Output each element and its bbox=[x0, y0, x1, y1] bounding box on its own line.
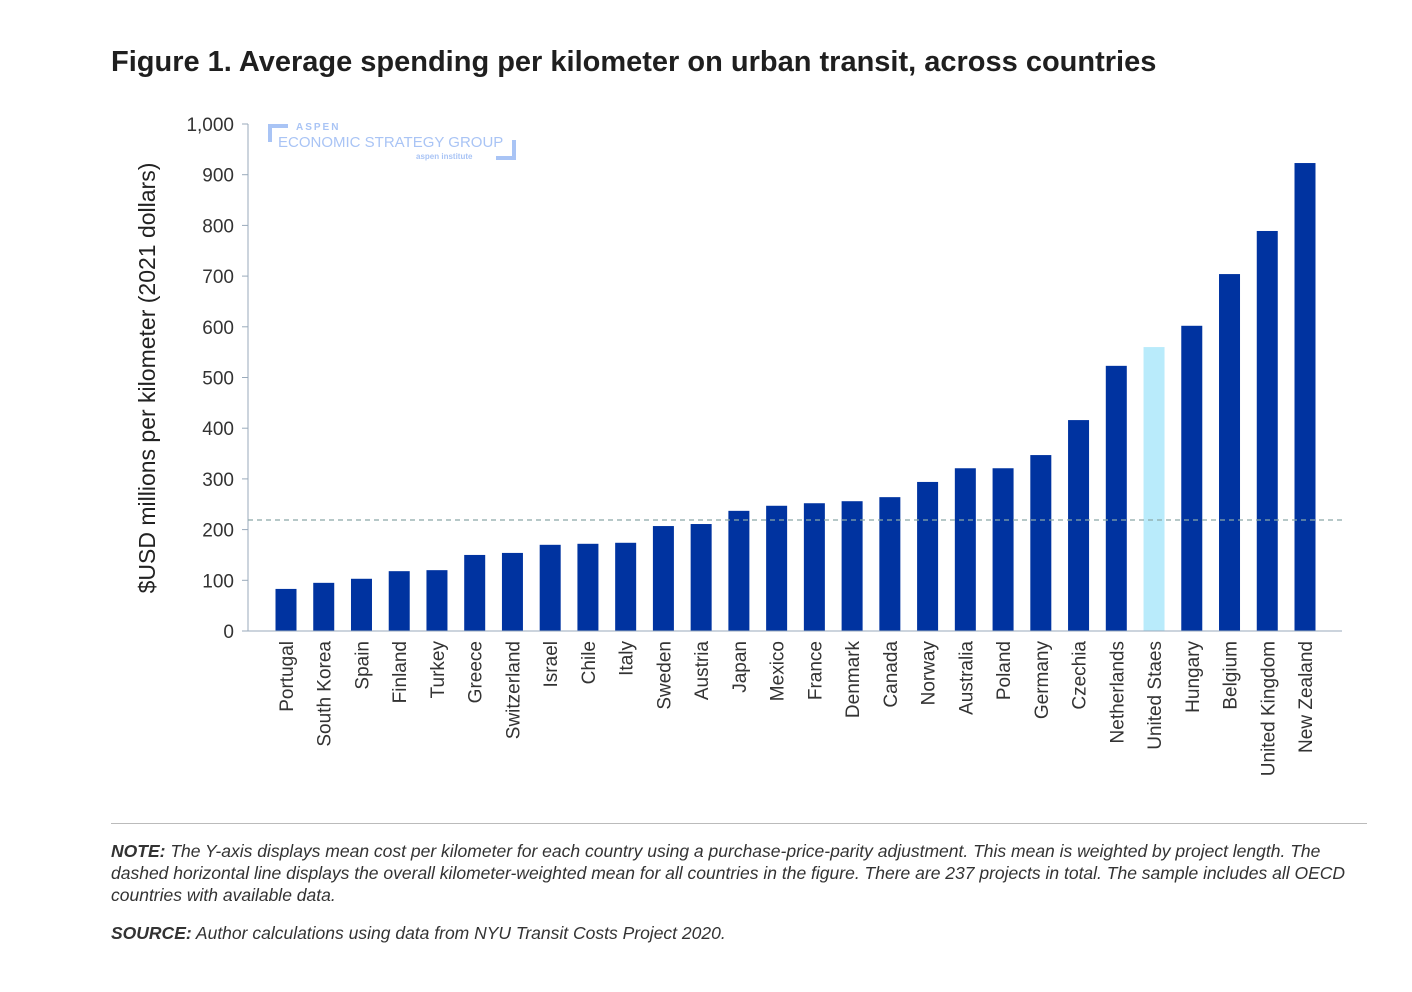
logo-bracket-icon: ASPEN ECONOMIC STRATEGY GROUP aspen inst… bbox=[268, 122, 516, 161]
x-tick-label: Chile bbox=[579, 641, 600, 684]
x-tick-label: Japan bbox=[730, 641, 751, 693]
x-tick-label: Canada bbox=[881, 641, 902, 708]
y-tick-label: 700 bbox=[202, 267, 234, 288]
x-tick-label: Denmark bbox=[843, 641, 864, 719]
bar-spain bbox=[350, 578, 372, 631]
logo-sub: aspen institute bbox=[416, 152, 473, 161]
note-label: NOTE: bbox=[111, 841, 166, 861]
y-tick-label: 500 bbox=[202, 369, 234, 390]
bar-south-korea bbox=[313, 582, 335, 631]
y-tick-label: 100 bbox=[202, 571, 234, 592]
x-tick-label: Mexico bbox=[768, 641, 789, 701]
x-tick-label: Austria bbox=[692, 641, 713, 701]
bar-germany bbox=[1030, 455, 1052, 631]
bar-israel bbox=[539, 544, 561, 631]
y-tick-label: 200 bbox=[202, 521, 234, 542]
source-text: Author calculations using data from NYU … bbox=[191, 923, 726, 943]
y-tick-label: 400 bbox=[202, 419, 234, 440]
bar-greece bbox=[464, 554, 486, 631]
source: SOURCE: Author calculations using data f… bbox=[111, 923, 726, 944]
x-tick-label: New Zealand bbox=[1296, 641, 1317, 753]
y-tick-label: 300 bbox=[202, 470, 234, 491]
y-tick-label: 600 bbox=[202, 318, 234, 339]
x-tick-label: Portugal bbox=[277, 641, 298, 712]
x-tick-label: Czechia bbox=[1070, 641, 1091, 710]
x-tick-label: Poland bbox=[994, 641, 1015, 700]
bar-chart: $USD millions per kilometer (2021 dollar… bbox=[134, 115, 1342, 777]
x-tick-label: Germany bbox=[1032, 641, 1053, 720]
x-tick-label: Turkey bbox=[428, 641, 449, 699]
bar-belgium bbox=[1219, 274, 1241, 631]
bar-switzerland bbox=[501, 552, 523, 631]
source-label: SOURCE: bbox=[111, 923, 192, 943]
x-tick-label: United Kingdom bbox=[1258, 641, 1279, 776]
bar-new-zealand bbox=[1294, 163, 1316, 631]
x-tick-label: Belgium bbox=[1221, 641, 1242, 710]
aspen-logo-watermark: ASPEN ECONOMIC STRATEGY GROUP aspen inst… bbox=[266, 120, 518, 162]
x-tick-label: Spain bbox=[352, 641, 373, 690]
x-tick-label: United Staes bbox=[1145, 641, 1166, 750]
x-tick-label: Switzerland bbox=[503, 641, 524, 739]
note-text: The Y-axis displays mean cost per kilome… bbox=[111, 841, 1346, 905]
logo-main: ECONOMIC STRATEGY GROUP bbox=[278, 134, 503, 151]
y-tick-label: 0 bbox=[223, 622, 234, 643]
bar-sweden bbox=[652, 526, 674, 631]
divider bbox=[111, 823, 1367, 824]
y-tick-label: 900 bbox=[202, 166, 234, 187]
bar-hungary bbox=[1181, 325, 1203, 631]
bar-italy bbox=[615, 542, 637, 631]
bar-japan bbox=[728, 510, 750, 631]
x-tick-label: Hungary bbox=[1183, 641, 1204, 713]
bar-australia bbox=[954, 468, 976, 631]
chart-title: Figure 1. Average spending per kilometer… bbox=[111, 46, 1157, 78]
bar-chile bbox=[577, 543, 599, 631]
bar-norway bbox=[917, 481, 939, 631]
x-tick-label: Netherlands bbox=[1107, 641, 1128, 743]
x-tick-label: Norway bbox=[919, 641, 940, 706]
y-axis: 0 100 200 300 400 500 600 700 800 900 1,000 bbox=[186, 115, 248, 643]
bar-czechia bbox=[1068, 420, 1090, 631]
logo-top: ASPEN bbox=[296, 122, 340, 133]
x-tick-label: Sweden bbox=[654, 641, 675, 710]
bar-portugal bbox=[275, 588, 297, 631]
x-tick-label: Italy bbox=[617, 641, 638, 676]
bar-turkey bbox=[426, 570, 448, 631]
y-axis-label: $USD millions per kilometer (2021 dollar… bbox=[134, 163, 160, 594]
bar-poland bbox=[992, 468, 1014, 631]
bar-netherlands bbox=[1105, 365, 1127, 631]
x-tick-label: Finland bbox=[390, 641, 411, 703]
bar-austria bbox=[690, 524, 712, 631]
x-tick-label: Israel bbox=[541, 641, 562, 687]
x-tick-label: South Korea bbox=[315, 641, 336, 747]
bar-denmark bbox=[841, 501, 863, 631]
bar-finland bbox=[388, 571, 410, 631]
x-tick-label: Australia bbox=[956, 641, 977, 715]
bar-united-staes bbox=[1143, 347, 1165, 631]
y-tick-label: 1,000 bbox=[186, 115, 234, 136]
bar-canada bbox=[879, 497, 901, 631]
x-tick-label: France bbox=[805, 641, 826, 700]
y-tick-label: 800 bbox=[202, 216, 234, 237]
bar-united-kingdom bbox=[1256, 230, 1278, 632]
x-tick-label: Greece bbox=[466, 641, 487, 703]
bar-france bbox=[803, 503, 825, 631]
bar-mexico bbox=[766, 505, 788, 631]
bars bbox=[275, 163, 1316, 632]
x-axis-labels: Portugal South Korea Spain Finland Turkey Gre… bbox=[277, 641, 1317, 777]
note: NOTE: The Y-axis displays mean cost per … bbox=[111, 840, 1361, 906]
